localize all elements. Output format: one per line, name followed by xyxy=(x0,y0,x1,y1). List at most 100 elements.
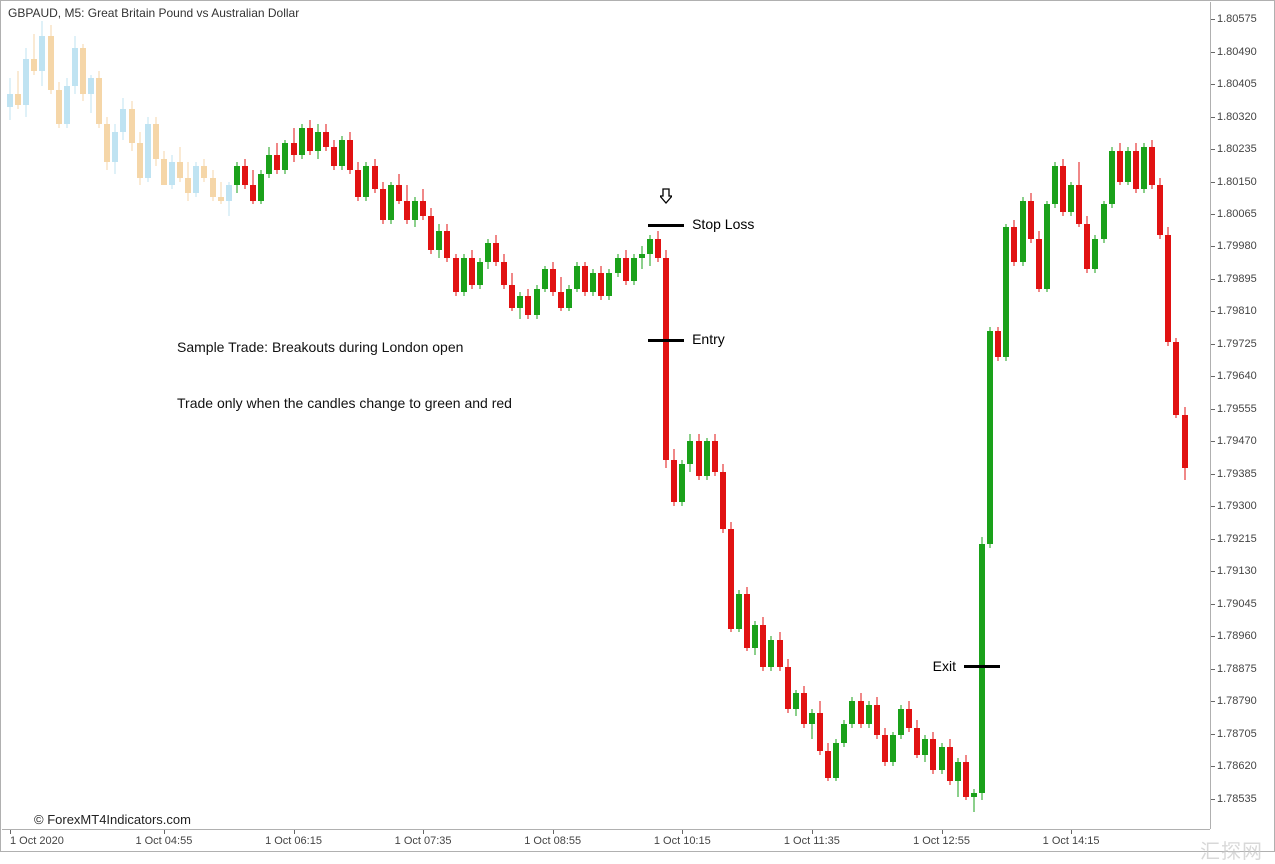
candle[interactable] xyxy=(282,2,288,829)
candle[interactable] xyxy=(15,2,21,829)
candle[interactable] xyxy=(696,2,702,829)
candle[interactable] xyxy=(226,2,232,829)
candle[interactable] xyxy=(558,2,564,829)
candle[interactable] xyxy=(955,2,961,829)
candle[interactable] xyxy=(218,2,224,829)
candle[interactable] xyxy=(1044,2,1050,829)
candle[interactable] xyxy=(566,2,572,829)
candle[interactable] xyxy=(785,2,791,829)
candle[interactable] xyxy=(363,2,369,829)
candle[interactable] xyxy=(1092,2,1098,829)
candle[interactable] xyxy=(412,2,418,829)
candle[interactable] xyxy=(760,2,766,829)
candle[interactable] xyxy=(922,2,928,829)
candle[interactable] xyxy=(906,2,912,829)
candle[interactable] xyxy=(1028,2,1034,829)
candle[interactable] xyxy=(210,2,216,829)
candle[interactable] xyxy=(631,2,637,829)
candle[interactable] xyxy=(825,2,831,829)
candle[interactable] xyxy=(388,2,394,829)
candle[interactable] xyxy=(56,2,62,829)
candle[interactable] xyxy=(1182,2,1188,829)
candle[interactable] xyxy=(534,2,540,829)
candle[interactable] xyxy=(153,2,159,829)
candle[interactable] xyxy=(687,2,693,829)
candle[interactable] xyxy=(1141,2,1147,829)
candle[interactable] xyxy=(501,2,507,829)
candle[interactable] xyxy=(493,2,499,829)
candle[interactable] xyxy=(882,2,888,829)
candle[interactable] xyxy=(679,2,685,829)
candle[interactable] xyxy=(404,2,410,829)
candle[interactable] xyxy=(331,2,337,829)
candle[interactable] xyxy=(712,2,718,829)
candle[interactable] xyxy=(137,2,143,829)
candle[interactable] xyxy=(744,2,750,829)
candle[interactable] xyxy=(291,2,297,829)
candle[interactable] xyxy=(647,2,653,829)
candle[interactable] xyxy=(866,2,872,829)
candle[interactable] xyxy=(436,2,442,829)
candle[interactable] xyxy=(809,2,815,829)
candle[interactable] xyxy=(914,2,920,829)
candle[interactable] xyxy=(663,2,669,829)
candle[interactable] xyxy=(801,2,807,829)
candle[interactable] xyxy=(347,2,353,829)
chart-area[interactable]: GBPAUD, M5: Great Britain Pound vs Austr… xyxy=(2,2,1210,829)
candle[interactable] xyxy=(671,2,677,829)
candle[interactable] xyxy=(372,2,378,829)
candle[interactable] xyxy=(396,2,402,829)
candle[interactable] xyxy=(1076,2,1082,829)
candle[interactable] xyxy=(841,2,847,829)
candle[interactable] xyxy=(48,2,54,829)
candle[interactable] xyxy=(96,2,102,829)
candle[interactable] xyxy=(1109,2,1115,829)
candle[interactable] xyxy=(736,2,742,829)
candle[interactable] xyxy=(469,2,475,829)
candle[interactable] xyxy=(542,2,548,829)
candle[interactable] xyxy=(793,2,799,829)
candle[interactable] xyxy=(1157,2,1163,829)
candle[interactable] xyxy=(185,2,191,829)
candle[interactable] xyxy=(266,2,272,829)
candle[interactable] xyxy=(1003,2,1009,829)
candle[interactable] xyxy=(995,2,1001,829)
candle[interactable] xyxy=(7,2,13,829)
candle[interactable] xyxy=(947,2,953,829)
candle[interactable] xyxy=(590,2,596,829)
candle[interactable] xyxy=(987,2,993,829)
candle[interactable] xyxy=(64,2,70,829)
candle[interactable] xyxy=(112,2,118,829)
candle[interactable] xyxy=(88,2,94,829)
candle[interactable] xyxy=(655,2,661,829)
candle[interactable] xyxy=(890,2,896,829)
candle[interactable] xyxy=(606,2,612,829)
candle[interactable] xyxy=(517,2,523,829)
candle[interactable] xyxy=(615,2,621,829)
candle[interactable] xyxy=(550,2,556,829)
candle[interactable] xyxy=(525,2,531,829)
candle[interactable] xyxy=(777,2,783,829)
candle[interactable] xyxy=(444,2,450,829)
candle[interactable] xyxy=(971,2,977,829)
candle[interactable] xyxy=(177,2,183,829)
candle[interactable] xyxy=(250,2,256,829)
candle[interactable] xyxy=(1149,2,1155,829)
candle[interactable] xyxy=(1052,2,1058,829)
candle[interactable] xyxy=(1125,2,1131,829)
candle[interactable] xyxy=(1068,2,1074,829)
candle[interactable] xyxy=(485,2,491,829)
candle[interactable] xyxy=(161,2,167,829)
candle[interactable] xyxy=(939,2,945,829)
candle[interactable] xyxy=(1173,2,1179,829)
candle[interactable] xyxy=(1133,2,1139,829)
candle[interactable] xyxy=(1165,2,1171,829)
candle[interactable] xyxy=(169,2,175,829)
candle[interactable] xyxy=(234,2,240,829)
candle[interactable] xyxy=(39,2,45,829)
candle[interactable] xyxy=(728,2,734,829)
candle[interactable] xyxy=(582,2,588,829)
candle[interactable] xyxy=(201,2,207,829)
candle[interactable] xyxy=(323,2,329,829)
candle[interactable] xyxy=(1036,2,1042,829)
